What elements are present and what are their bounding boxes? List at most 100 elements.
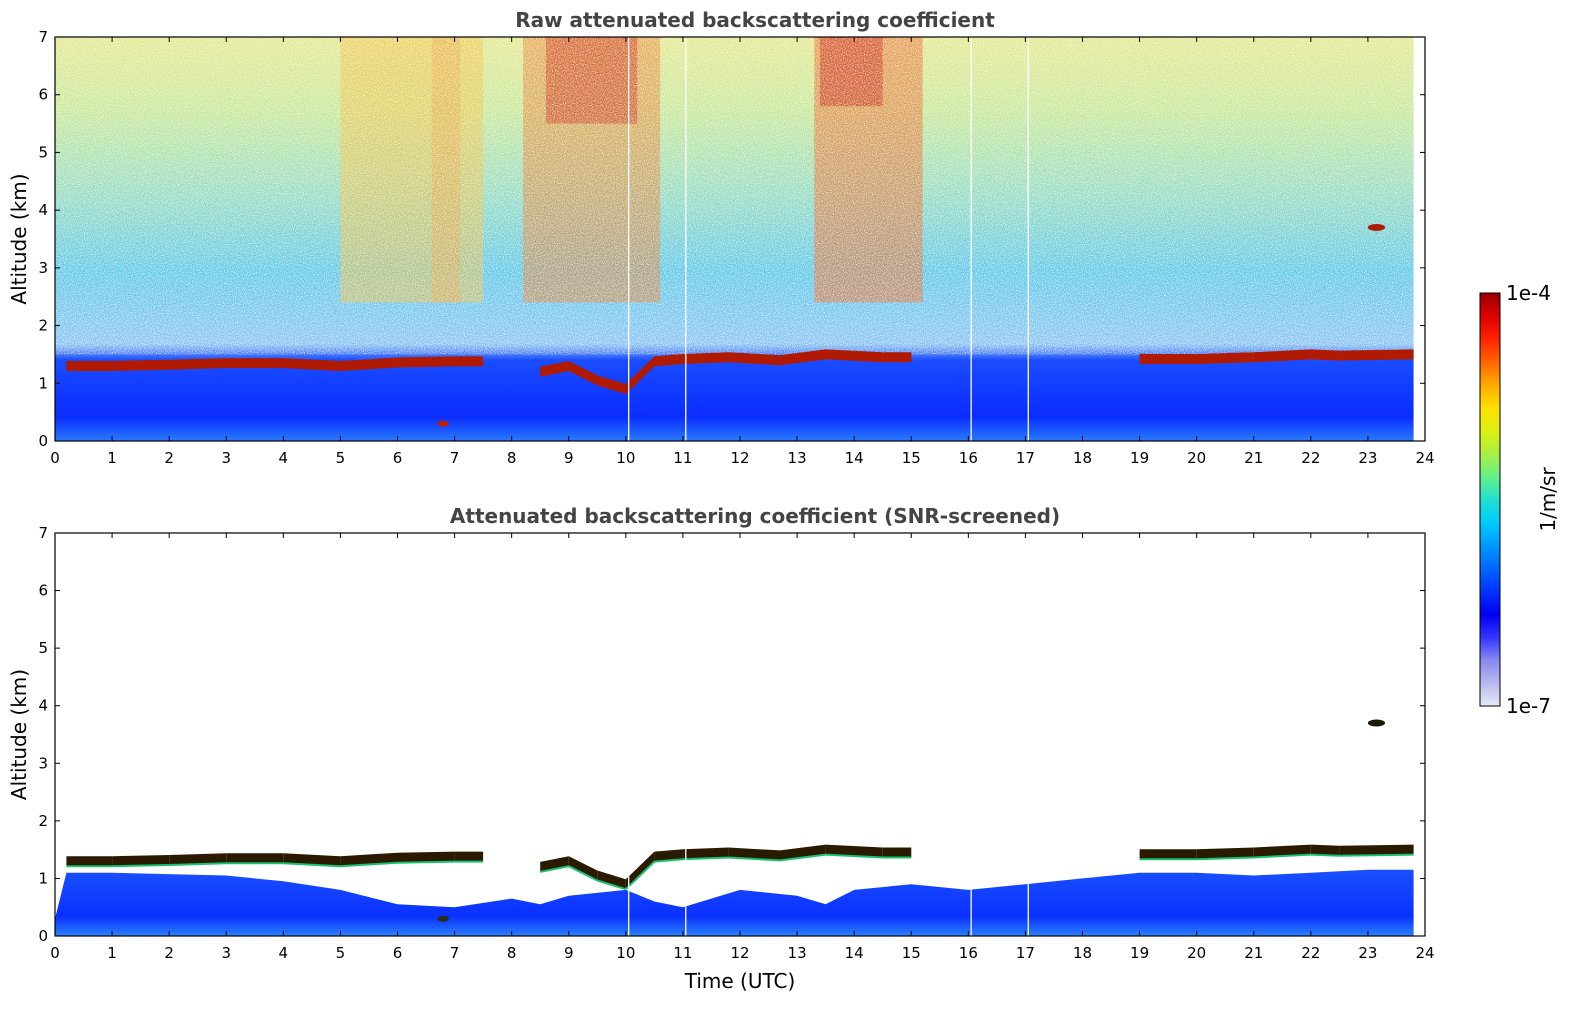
x-tick-label: 9: [564, 449, 574, 467]
x-tick-label: 14: [845, 944, 864, 962]
raw-data-gaps: [628, 37, 1029, 441]
x-tick-label: 3: [221, 944, 231, 962]
cloud-layer-edge: [825, 853, 883, 859]
cloud-layer-segment: [397, 356, 455, 368]
cloud-layer-edge: [540, 865, 569, 873]
x-tick-label: 18: [1073, 449, 1092, 467]
snr-cloud-features: [66, 719, 1414, 922]
colorbar-scale: [1479, 292, 1501, 707]
x-tick-label: 23: [1358, 944, 1377, 962]
cloud-layer-segment: [66, 361, 113, 371]
colorbar: 1e-4 1e-7 1/m/sr: [1479, 281, 1560, 718]
cloud-layer-edge: [1253, 853, 1311, 859]
x-tick-label: 17: [1016, 449, 1035, 467]
snr-heatmap-background: [55, 533, 1414, 936]
x-tick-label: 6: [393, 944, 403, 962]
cloud-layer-edge: [1196, 856, 1254, 861]
y-tick-label: 5: [38, 639, 48, 657]
x-tick-label: 20: [1187, 944, 1206, 962]
cloud-layer-edge: [283, 862, 341, 868]
cloud-layer-segment: [882, 847, 912, 858]
cloud-layer-segment: [397, 851, 455, 863]
cloud-layer-segment: [654, 849, 683, 862]
x-tick-label: 14: [845, 449, 864, 467]
cloud-layer-segment: [454, 851, 484, 862]
x-tick-label: 16: [959, 449, 978, 467]
x-tick-label: 1: [107, 944, 117, 962]
cloud-layer-segment: [728, 847, 780, 861]
cloud-layer-edge: [654, 858, 683, 863]
cloud-layer-edge: [682, 856, 729, 861]
x-tick-label: 11: [673, 449, 692, 467]
x-tick-label: 7: [450, 944, 460, 962]
y-tick-label: 0: [38, 927, 48, 945]
y-tick-label: 1: [38, 869, 48, 887]
x-tick-label: 9: [564, 944, 574, 962]
cloud-layer-segment: [169, 358, 227, 370]
snr-panel-title: Attenuated backscattering coefficient (S…: [450, 504, 1060, 528]
x-tick-label: 15: [902, 449, 921, 467]
x-tick-label: 10: [616, 449, 635, 467]
cloud-layer-segment: [568, 361, 598, 386]
low-aerosol-feature: [437, 420, 449, 427]
x-tick-label: 15: [902, 944, 921, 962]
cloud-layer-segment: [1196, 352, 1254, 364]
cloud-layer-segment: [283, 853, 341, 867]
cloud-layer-segment: [112, 359, 170, 371]
snr-data-gaps: [628, 533, 1029, 936]
cloud-layer-segment: [625, 356, 655, 395]
x-tick-label: 22: [1301, 449, 1320, 467]
x-tick-label: 10: [616, 944, 635, 962]
cloud-layer-segment: [825, 349, 883, 363]
x-tick-label: 0: [50, 449, 60, 467]
cloud-layer-segment: [597, 375, 626, 395]
y-tick-label: 0: [38, 432, 48, 450]
cloud-layer-segment: [226, 358, 284, 369]
x-tick-label: 24: [1415, 449, 1434, 467]
y-tick-label: 2: [38, 812, 48, 830]
cloud-layer-segment: [780, 349, 826, 366]
x-tick-label: 12: [730, 449, 749, 467]
cloud-layer-segment: [1310, 844, 1340, 856]
cloud-layer-segment: [540, 856, 569, 872]
x-tick-label: 2: [164, 944, 174, 962]
x-tick-label: 3: [221, 449, 231, 467]
y-tick-label: 4: [38, 697, 48, 715]
cloud-layer-segment: [882, 352, 912, 363]
raw-noise-overlay: [55, 37, 1414, 355]
x-tick-label: 23: [1358, 449, 1377, 467]
x-tick-label: 18: [1073, 944, 1092, 962]
cloud-layer-segment: [1139, 354, 1197, 364]
raw-panel: 0 1 2 3 4 5 6 7 8 9 10 11 12 13 14 15 16 17 18 19 20 21 22 23 24…: [7, 8, 1435, 467]
y-tick-label: 2: [38, 317, 48, 335]
colorbar-max-label: 1e-4: [1506, 281, 1551, 305]
x-tick-label: 8: [507, 944, 517, 962]
cloud-layer-edge: [597, 879, 627, 891]
cloud-layer-edge: [112, 864, 170, 868]
cloud-layer-segment: [597, 870, 626, 890]
cloud-layer-segment: [654, 354, 683, 367]
x-tick-label: 4: [279, 944, 289, 962]
x-tick-label: 21: [1244, 449, 1263, 467]
cloud-layer-segment: [169, 853, 227, 865]
colorbar-unit-label: 1/m/sr: [1536, 467, 1560, 532]
cloud-layer-segment: [1310, 349, 1340, 361]
cloud-layer-segment: [1139, 849, 1197, 860]
cloud-layer-segment: [454, 356, 484, 367]
cloud-layer-segment: [780, 844, 826, 861]
raw-axis-ticks: 0 1 2 3 4 5 6 7 8 9 10 11 12 13 14 15 16 17 18 19 20 21 22 23 24…: [38, 28, 1434, 467]
y-tick-label: 6: [38, 582, 48, 600]
x-tick-label: 13: [788, 944, 807, 962]
colorbar-min-label: 1e-7: [1506, 694, 1551, 718]
y-tick-label: 5: [38, 143, 48, 161]
x-tick-label: 6: [393, 449, 403, 467]
y-tick-label: 6: [38, 86, 48, 104]
cloud-layer-segment: [682, 352, 729, 364]
x-tick-label: 12: [730, 944, 749, 962]
x-tick-label: 19: [1130, 449, 1149, 467]
cloud-layer-segment: [682, 847, 729, 860]
cloud-layer-edge: [625, 860, 656, 890]
snr-axis-ticks: 0 1 2 3 4 5 6 7 8 9 10 11 12 13 14 15 16 17 18 19 20 21 22 23 24…: [38, 524, 1434, 962]
cloud-layer-segment: [728, 352, 780, 366]
